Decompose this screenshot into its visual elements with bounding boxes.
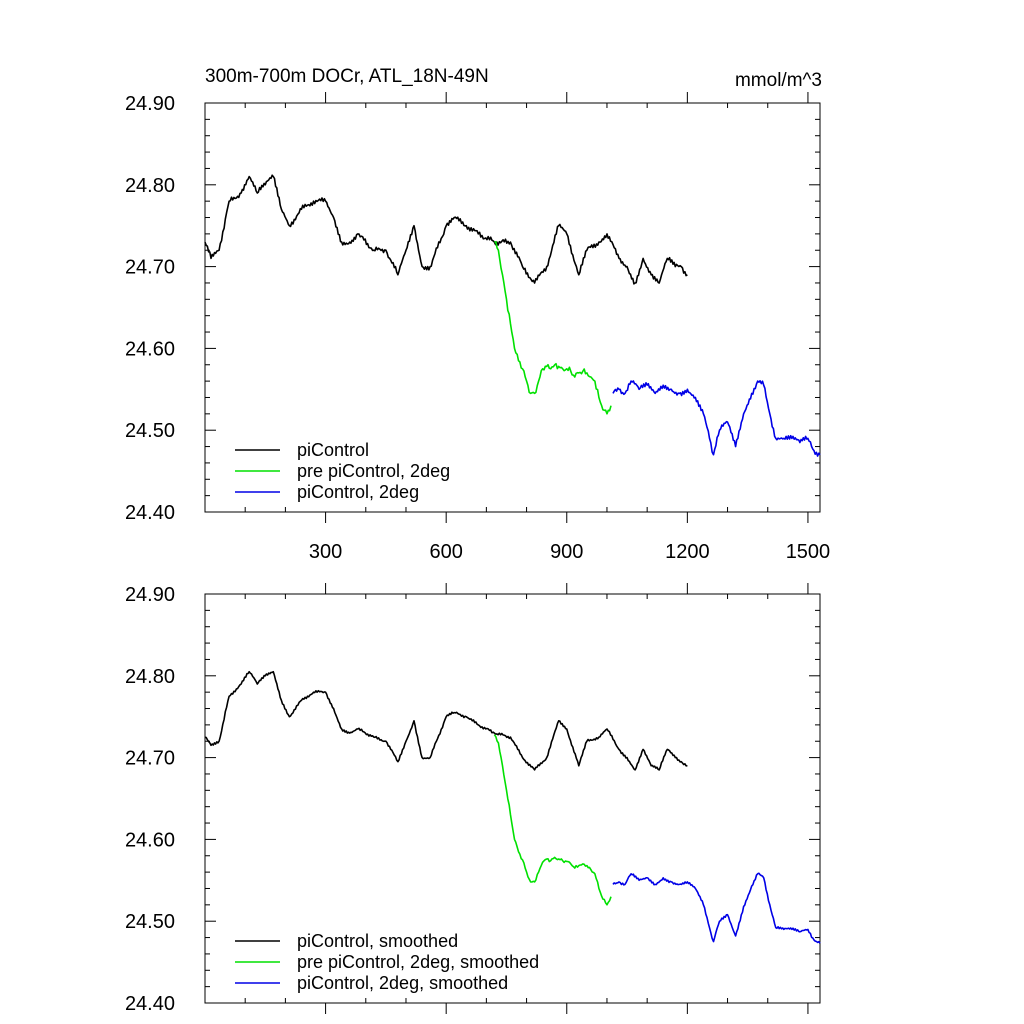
y-tick-label: 24.50 bbox=[125, 420, 175, 442]
y-tick-label: 24.60 bbox=[125, 829, 175, 851]
series-line-2 bbox=[612, 872, 821, 944]
series-line-1 bbox=[493, 734, 612, 906]
x-tick-label: 300 bbox=[309, 541, 342, 563]
chart-units: mmol/m^3 bbox=[734, 70, 822, 91]
x-tick-label: 1500 bbox=[786, 541, 831, 563]
legend-label: pre piControl, 2deg bbox=[297, 461, 450, 481]
chart-title: 300m-700m DOCr, ATL_18N-49N bbox=[205, 66, 489, 87]
plot-frame bbox=[204, 102, 821, 513]
legend-label: piControl, 2deg, smoothed bbox=[297, 973, 508, 993]
y-tick-label: 24.40 bbox=[125, 502, 175, 524]
series-line-1 bbox=[494, 241, 612, 415]
y-tick-label: 24.60 bbox=[125, 338, 175, 360]
legend-label: piControl bbox=[297, 440, 369, 460]
y-tick-label: 24.90 bbox=[125, 93, 175, 115]
plot-frame bbox=[204, 593, 821, 1004]
x-tick-label: 900 bbox=[550, 541, 583, 563]
y-tick-label: 24.70 bbox=[125, 748, 175, 770]
y-tick-label: 24.90 bbox=[125, 584, 175, 606]
series-line-2 bbox=[612, 380, 821, 457]
series-line-0 bbox=[204, 174, 688, 285]
x-tick-label: 600 bbox=[429, 541, 462, 563]
legend-label: piControl, smoothed bbox=[297, 931, 458, 951]
legend-label: pre piControl, 2deg, smoothed bbox=[297, 952, 539, 972]
y-tick-label: 24.50 bbox=[125, 911, 175, 933]
y-tick-label: 24.80 bbox=[125, 175, 175, 197]
y-tick-label: 24.80 bbox=[125, 666, 175, 688]
y-tick-label: 24.70 bbox=[125, 257, 175, 279]
y-tick-label: 24.40 bbox=[125, 993, 175, 1015]
legend-label: piControl, 2deg bbox=[297, 482, 419, 502]
x-tick-label: 1200 bbox=[665, 541, 710, 563]
series-line-0 bbox=[204, 670, 688, 771]
